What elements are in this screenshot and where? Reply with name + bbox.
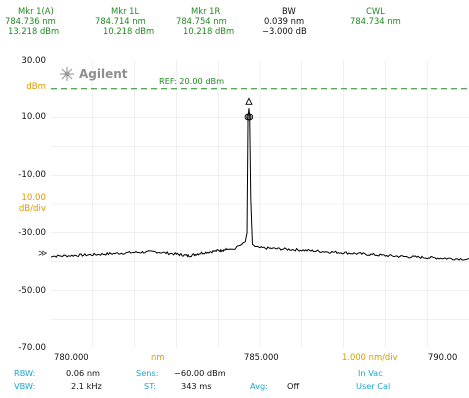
marker-bw-icon [246,113,254,121]
y-unit-label: dBm [26,82,46,92]
x-center-label: 785.000 [244,352,279,362]
spectrum-chart [51,60,469,348]
brand-name: Agilent [79,67,128,81]
spectrum-trace [51,108,469,261]
medium-label: In Vac [358,368,383,378]
x-span-label: 1.000 nm/div [342,352,398,362]
agilent-spark-icon [60,67,74,81]
marker-1-wavelength: 784.736 nm [5,16,56,26]
spectrum-plot[interactable]: Agilent REF: 20.00 dBm [51,60,469,348]
agilent-logo: Agilent [59,66,128,82]
marker-1l-power: 10.218 dBm [103,26,155,36]
st-value: 343 ms [181,381,212,391]
x-unit-label: nm [151,352,165,362]
sens-label: Sens: [136,368,159,378]
reference-arrow-icon: ≫ [38,249,48,259]
marker-1l-label: Mkr 1L [111,6,140,16]
marker-1-label: Mkr 1(A) [18,6,54,16]
marker-1-icon [245,97,253,105]
marker-1r-label: Mkr 1R [191,6,221,16]
y-tick-label: -70.00 [18,343,46,353]
bw-value: 0.039 nm [264,16,305,26]
st-label: ST: [144,381,157,391]
marker-1r-wavelength: 784.754 nm [176,16,227,26]
bw-label: BW [282,6,296,16]
cwl-label: CWL [366,6,385,16]
ref-level-text: REF: 20.00 dBm [159,76,225,86]
y-scale-value: 10.00 [21,193,46,203]
y-scale-unit: dB/div [18,204,46,214]
rbw-value: 0.06 nm [66,368,100,378]
sens-value: −60.00 dBm [174,368,226,378]
x-start-label: 780.000 [54,352,89,362]
plot-grid [51,60,469,348]
x-stop-label: 790.00 [428,352,458,362]
marker-layer [244,97,254,121]
avg-label: Avg: [250,381,268,391]
marker-1-power: 13.218 dBm [8,26,60,36]
calibration-label: User Cal [356,381,391,391]
marker-1l-wavelength: 784.714 nm [95,16,146,26]
y-tick-label: 30.00 [21,56,46,66]
vbw-value: 2.1 kHz [71,381,102,391]
y-tick-label: -50.00 [18,286,46,296]
vbw-label: VBW: [14,381,36,391]
y-tick-label: -10.00 [18,170,46,180]
y-tick-label: 10.00 [21,112,46,122]
cwl-value: 784.734 nm [350,16,401,26]
bw-level: −3.000 dB [262,26,307,36]
rbw-label: RBW: [14,368,36,378]
avg-value: Off [287,381,300,391]
marker-1r-power: 10.218 dBm [183,26,235,36]
y-tick-label: -30.00 [18,228,46,238]
